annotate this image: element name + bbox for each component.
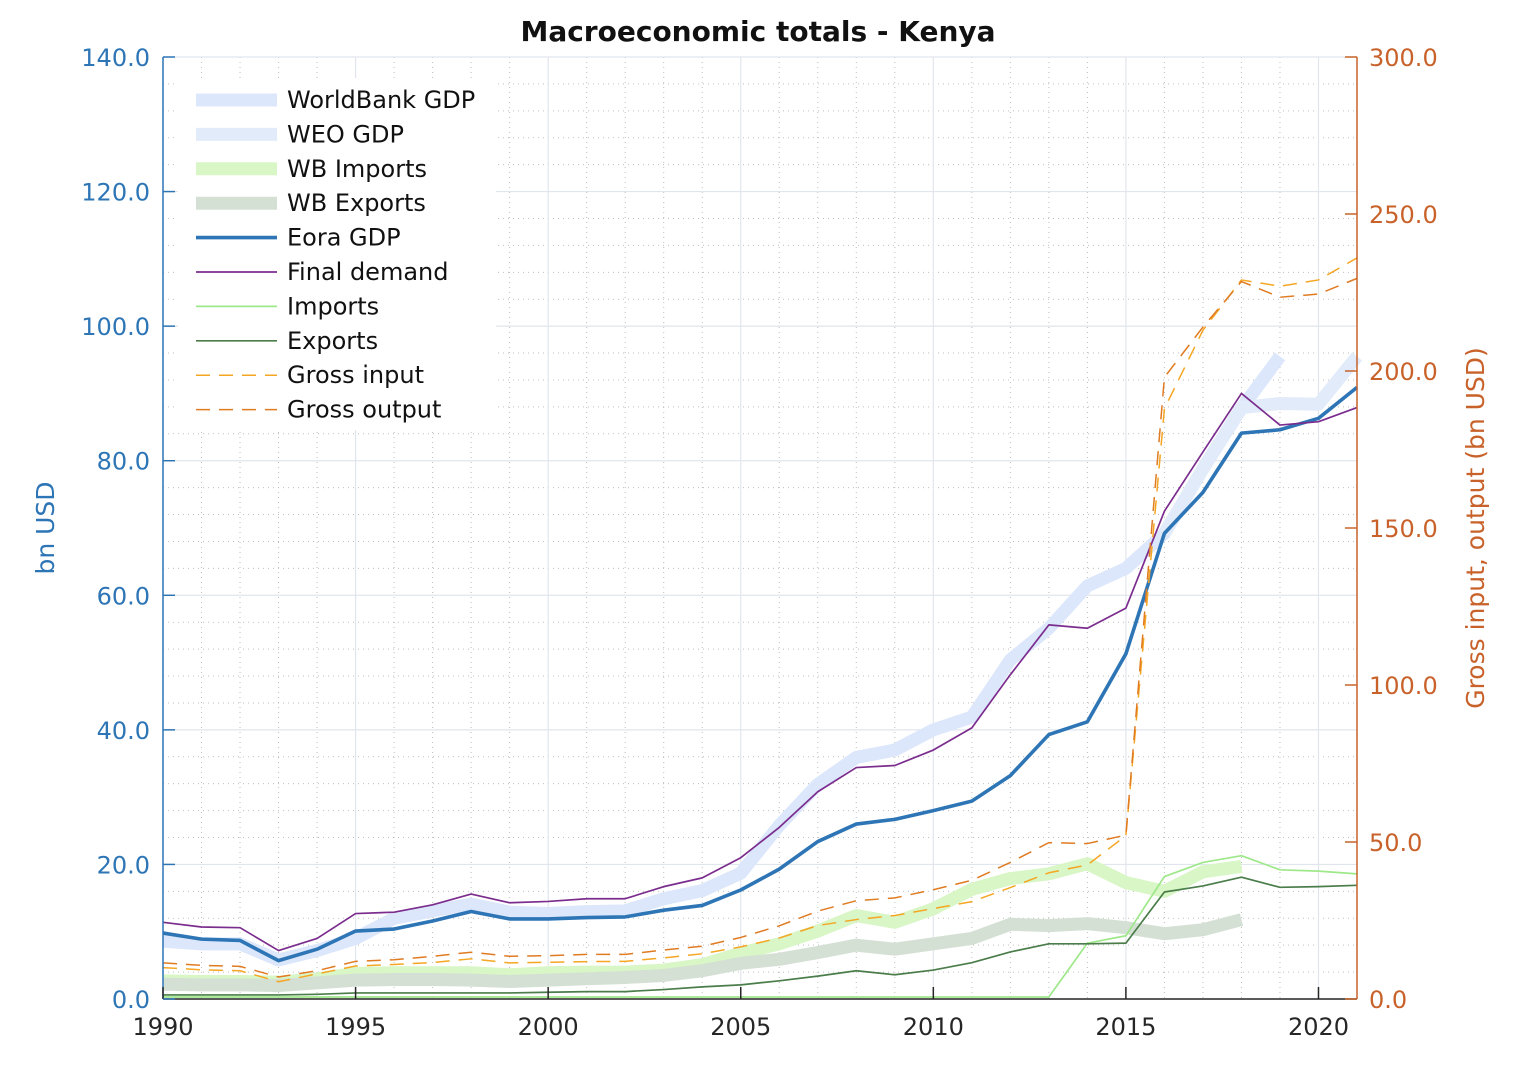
y-tick-label-left: 120.0: [81, 179, 150, 207]
legend-label: WB Imports: [287, 155, 427, 183]
y-tick-label-right: 100.0: [1369, 672, 1438, 700]
series-line-weo-gdp: [1158, 352, 1363, 537]
series-line-gross-output: [162, 277, 1358, 978]
legend: WorldBank GDP WEO GDP WB Imports WB Exports…: [178, 78, 496, 430]
legend-label: WorldBank GDP: [287, 86, 475, 114]
series-line-exports: [163, 876, 1358, 996]
minor-grid: [163, 57, 1358, 999]
legend-label: Exports: [287, 327, 378, 355]
y-tick-label-left: 60.0: [97, 582, 150, 610]
y-tick-label-right: 200.0: [1369, 358, 1438, 386]
y-tick-label-left: 100.0: [81, 313, 150, 341]
chart-title: Macroeconomic totals - Kenya: [520, 15, 995, 48]
series-line-eora-gdp: [162, 385, 1359, 963]
legend-label: Final demand: [287, 258, 448, 286]
legend-label: Gross output: [287, 396, 441, 424]
x-tick-label: 2000: [518, 1013, 579, 1041]
y-tick-label-left: 20.0: [97, 851, 150, 879]
y-tick-label-right: 0.0: [1369, 986, 1407, 1014]
x-tick-label: 1995: [325, 1013, 386, 1041]
legend-label: Eora GDP: [287, 224, 401, 252]
y-tick-label-right: 300.0: [1369, 44, 1438, 72]
x-tick-label: 1990: [132, 1013, 193, 1041]
x-tick-label: 2010: [903, 1013, 964, 1041]
legend-label: Imports: [287, 292, 379, 320]
y-tick-label-left: 0.0: [112, 986, 150, 1014]
y-tick-label-right: 250.0: [1369, 201, 1438, 229]
y-axis-label-left: bn USD: [31, 481, 60, 574]
y-tick-label-left: 140.0: [81, 44, 150, 72]
legend-label: Gross input: [287, 361, 424, 389]
legend-label: WEO GDP: [287, 120, 404, 148]
series-line-final-demand: [162, 392, 1358, 952]
series-line-imports: [163, 854, 1358, 998]
y-tick-label-left: 80.0: [97, 448, 150, 476]
x-tick-label: 2015: [1095, 1013, 1156, 1041]
y-axis-label-right: Gross input, output (bn USD): [1461, 347, 1490, 709]
x-tick-label: 2020: [1288, 1013, 1349, 1041]
series-line-gross-input: [162, 257, 1358, 983]
axes-layer: 1990 1995 2000 2005 2010 2015 2020 0.0 20.0 40.0 6…: [81, 44, 1437, 1041]
y-tick-label-right: 150.0: [1369, 515, 1438, 543]
series-layer: [162, 257, 1363, 998]
y-tick-label-left: 40.0: [97, 717, 150, 745]
x-tick-label: 2005: [710, 1013, 771, 1041]
y-tick-label-right: 50.0: [1369, 829, 1422, 857]
series-line-worldbank-gdp: [162, 352, 1286, 967]
series-line-wb-exports: [162, 913, 1244, 993]
legend-label: WB Exports: [287, 189, 426, 217]
